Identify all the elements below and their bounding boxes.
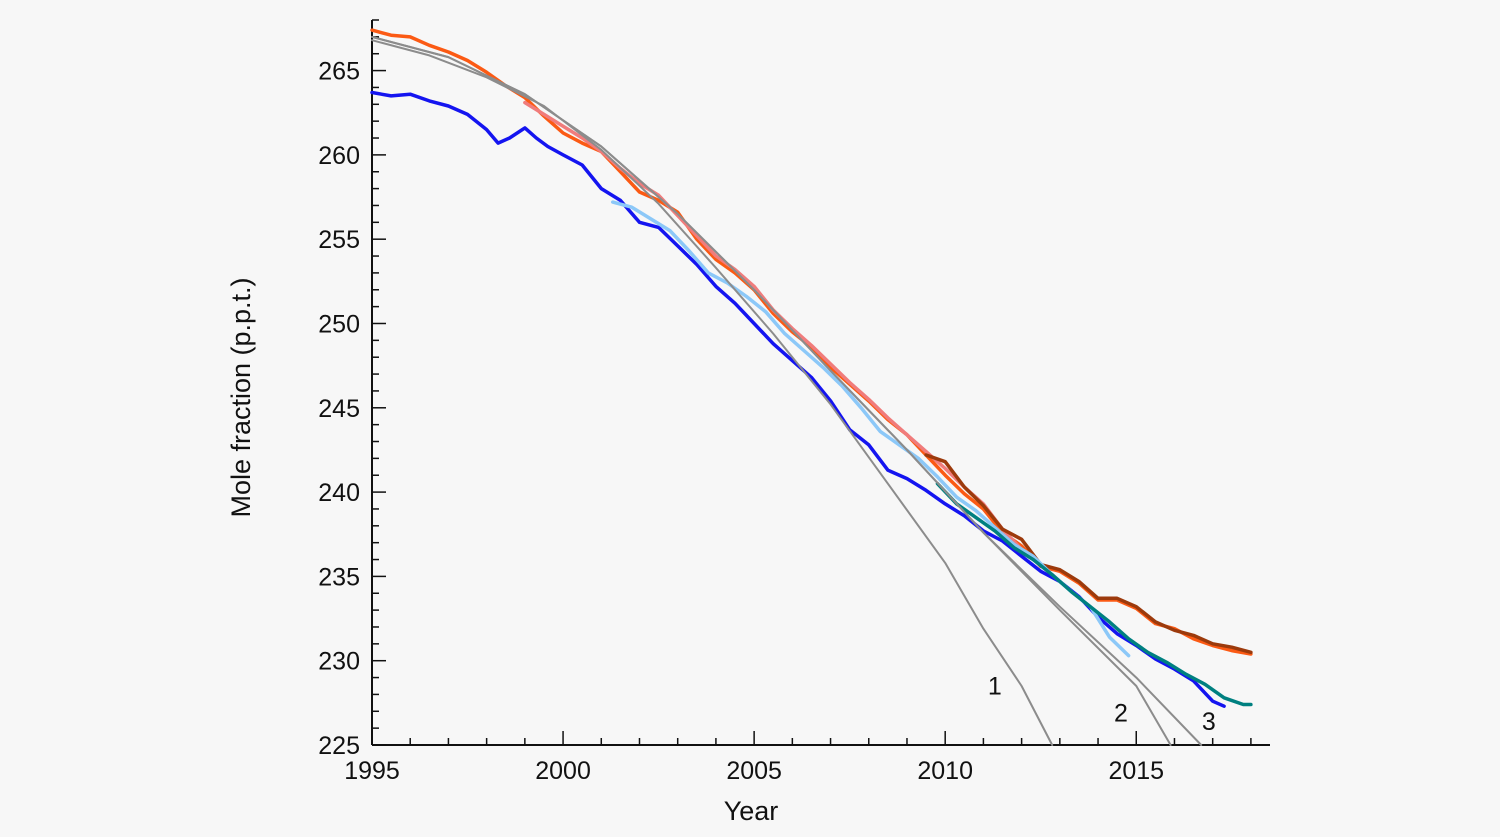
y-tick-label: 230 bbox=[318, 648, 360, 676]
y-tick-label: 225 bbox=[318, 732, 360, 760]
series-line-7 bbox=[371, 39, 1054, 746]
series-line-5 bbox=[610, 200, 1131, 658]
y-axis-label: Mole fraction (p.p.t.) bbox=[226, 277, 256, 517]
y-tick-label: 240 bbox=[318, 479, 360, 507]
axes: 1995 2000 2005 2010 2015 225 230 235 240 245 250 25… bbox=[318, 19, 1270, 785]
x-tick-label: 1995 bbox=[344, 757, 400, 785]
y-tick-label: 245 bbox=[318, 395, 360, 423]
series-line-6 bbox=[935, 481, 1253, 707]
y-tick-label: 260 bbox=[318, 142, 360, 170]
series-layer bbox=[370, 28, 1253, 746]
series-line-3 bbox=[924, 453, 1253, 655]
x-tick-label: 2005 bbox=[726, 757, 782, 785]
curve-label-2: 2 bbox=[1114, 699, 1128, 727]
curve-label-1: 1 bbox=[988, 672, 1002, 700]
curve-label-3: 3 bbox=[1202, 708, 1216, 736]
x-tick-label: 2010 bbox=[917, 757, 973, 785]
series-line-1 bbox=[370, 28, 1253, 656]
x-tick-label: 2000 bbox=[535, 757, 591, 785]
annotation-layer: 1 2 3 bbox=[988, 672, 1216, 735]
x-tick-label: 2015 bbox=[1108, 757, 1164, 785]
x-axis-label: Year bbox=[724, 796, 779, 826]
series-line-8 bbox=[371, 35, 1172, 746]
series-line-9 bbox=[371, 35, 1203, 746]
y-tick-label: 250 bbox=[318, 310, 360, 338]
y-tick-label: 265 bbox=[318, 58, 360, 86]
y-tick-label: 255 bbox=[318, 226, 360, 254]
y-tick-label: 235 bbox=[318, 563, 360, 591]
series-line-2 bbox=[523, 100, 1024, 552]
